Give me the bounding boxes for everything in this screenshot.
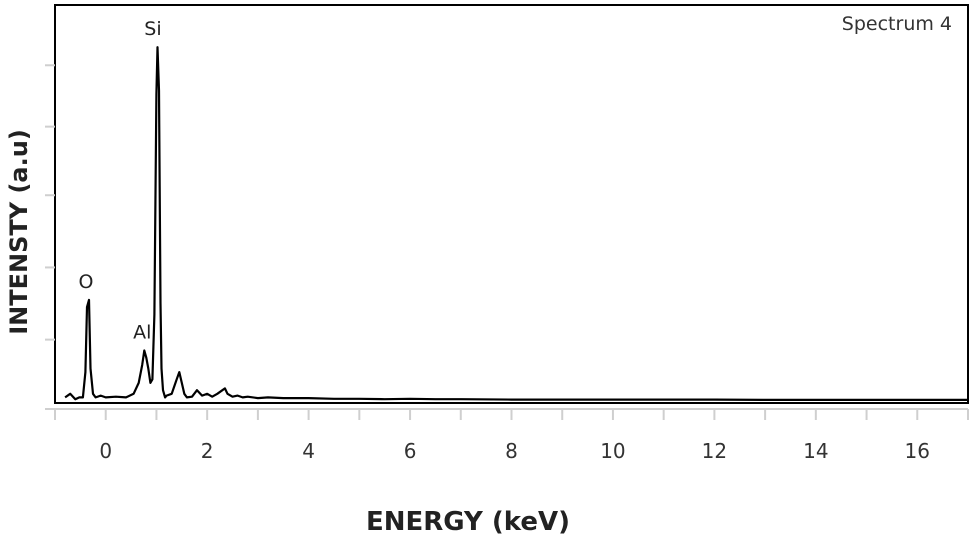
- peak-label-al: Al: [133, 321, 151, 343]
- x-tick-label: 0: [99, 439, 112, 463]
- peak-label-si: Si: [144, 18, 161, 40]
- peak-label-o: O: [78, 271, 93, 293]
- x-tick-label: 12: [702, 439, 727, 463]
- x-axis: 0 2 4 6 8 10 12 14 16: [45, 408, 969, 463]
- x-tick-label: 14: [803, 439, 828, 463]
- x-tick-label: 2: [201, 439, 214, 463]
- spectrum-label: Spectrum 4: [842, 13, 952, 35]
- spectrum-series-line: [64, 46, 968, 401]
- peak-labels: O Al Si: [78, 18, 161, 343]
- x-tick-label: 4: [302, 439, 315, 463]
- y-axis-title: INTENSTY (a.u): [5, 129, 33, 335]
- x-tick-label: 8: [505, 439, 518, 463]
- x-tick-label: 16: [905, 439, 930, 463]
- x-axis-ticks: 0 2 4 6 8 10 12 14 16: [54, 409, 969, 463]
- x-axis-title: ENERGY (keV): [366, 507, 570, 537]
- x-tick-label: 10: [600, 439, 625, 463]
- x-tick-label: 6: [404, 439, 417, 463]
- plot-frame: [54, 4, 969, 404]
- y-axis-ticks: [45, 64, 55, 341]
